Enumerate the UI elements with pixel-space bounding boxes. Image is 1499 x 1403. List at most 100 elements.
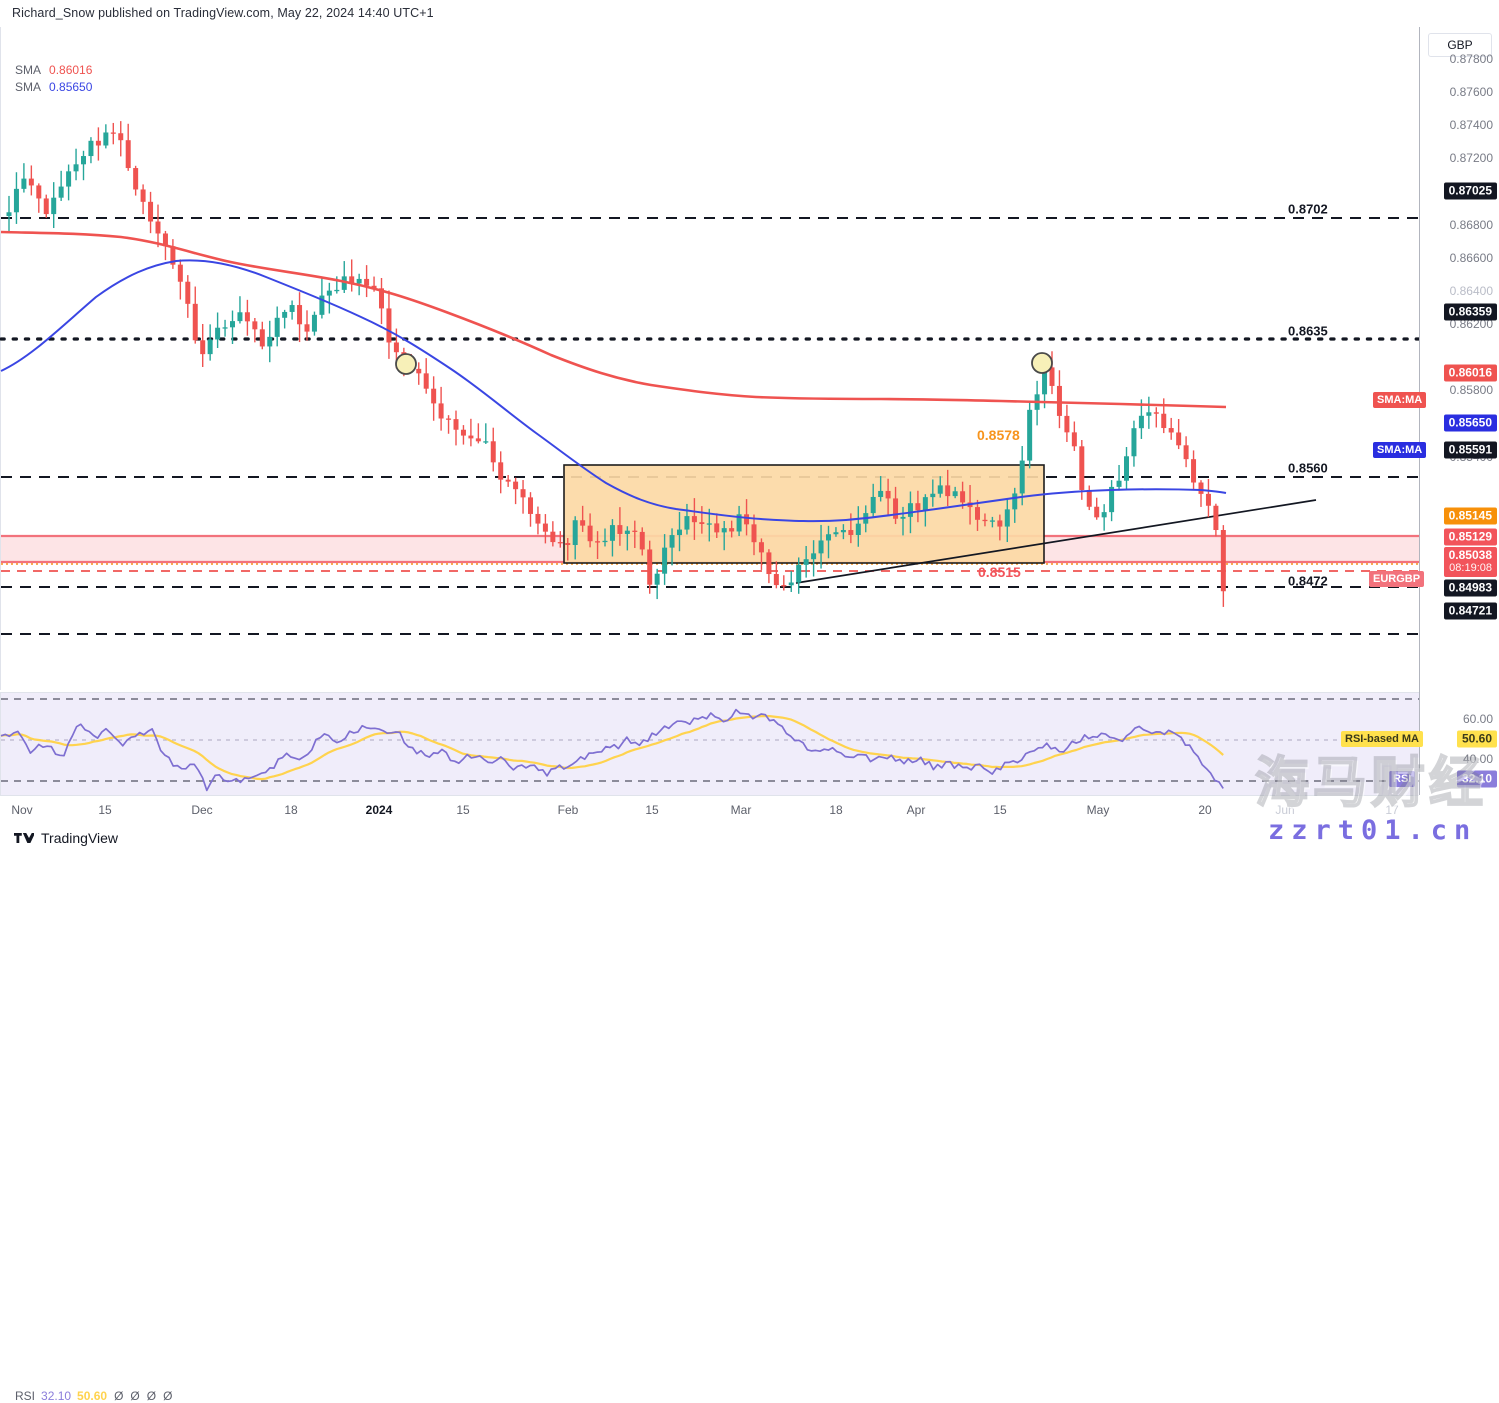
candle-body [870,496,876,514]
rsi-ma-line [0,714,1224,781]
candle-body [110,132,116,134]
candle-body [289,305,295,312]
candle-body [1131,428,1137,457]
candle-body [542,523,548,532]
candle-body [311,314,317,332]
candle-body [1183,445,1189,460]
candle-body [617,525,623,534]
candle-body [215,327,221,340]
candle-body [937,485,943,494]
candle-body [691,516,697,523]
candle-body [1079,446,1085,490]
price-level-label: 0.8635 [1288,323,1328,339]
price-level-badge[interactable]: 0.87025 [1443,182,1497,200]
candle-body [446,418,452,420]
candle-body [826,534,831,541]
price-tick: 0.87200 [1449,151,1493,165]
price-tick: 0.86800 [1449,218,1493,232]
price-tick: 0.86200 [1449,317,1493,331]
candle-body [1049,367,1055,386]
candle-body [557,542,563,544]
series-tag[interactable]: SMA:MA [1373,442,1427,458]
price-level-badge[interactable]: 0.84983 [1443,579,1497,597]
price-pane[interactable]: SMA 0.86016 SMA 0.85650 [0,27,1422,690]
candle-body [669,535,675,548]
legend-value-sma-1: 0.86016 [49,63,93,77]
series-tag[interactable]: RSI [1389,771,1416,787]
series-tag[interactable]: RSI-based MA [1341,731,1423,747]
current-price-badge[interactable]: 0.85038 08:19:08 [1443,547,1497,577]
candle-body [766,552,772,575]
price-tick: 0.85800 [1449,383,1493,397]
time-tick: 20 [1198,803,1212,817]
candle-body [1205,493,1211,506]
candle-body [714,523,720,533]
candle-body [386,308,392,343]
price-level-badge[interactable]: 0.84721 [1443,602,1497,620]
price-tick: 0.86600 [1449,251,1493,265]
price-axis[interactable]: GBP 0.87800 0.87600 0.87400 0.87200 0.86800 0… [1419,27,1499,795]
time-tick: 17 [1385,803,1399,817]
candle-body [438,403,444,419]
series-tag[interactable]: EURGBP [1369,571,1425,587]
time-tick: Mar [730,803,752,817]
chart-annotation: 0.8578 [977,427,1020,443]
rsi-plot-svg [0,698,1420,792]
time-axis[interactable]: Nov 15 Dec 18 2024 15 Feb 15 Mar 18 Apr 15 May 20 Jun 1… [0,795,1419,822]
rsi-legend-null-4: Ø [163,1389,173,1403]
candle-body [1101,512,1107,518]
currency-chip[interactable]: GBP [1428,33,1492,57]
candle-body [252,321,258,330]
candle-body [1086,489,1092,507]
chart-annotation: 0.8515 [978,564,1021,580]
candle-body [550,531,556,543]
candle-body [1064,415,1070,433]
price-level-label: 0.8560 [1288,460,1328,476]
chart-screenshot: Richard_Snow published on TradingView.co… [0,6,1499,1403]
time-tick: 15 [993,803,1007,817]
candle-body [803,559,809,565]
candle-body [1019,460,1025,494]
candle-body [513,481,519,490]
time-tick: 18 [829,803,843,817]
time-tick: Feb [557,803,579,817]
candle-body [1012,493,1018,510]
rsi-value-badge[interactable]: 50.60 [1456,730,1497,748]
candle-body [677,529,682,536]
price-level-label: 0.8702 [1288,201,1328,217]
candle-body [565,543,571,546]
candle-body [1109,486,1115,513]
price-level-badge[interactable]: 0.86016 [1443,364,1497,382]
rsi-legend-value: 32.10 [41,1389,72,1403]
candle-body [88,140,94,157]
series-tag[interactable]: SMA:MA [1373,392,1427,408]
candle-body [900,516,906,519]
candle-body [483,441,489,443]
candle-body [43,198,49,215]
candle-body [334,289,340,292]
price-level-badge[interactable]: 0.85650 [1443,414,1497,432]
price-level-badge[interactable]: 0.85129 [1443,528,1497,546]
candle-body [66,171,72,187]
tradingview-logo[interactable]: TradingView [14,830,118,846]
candle-body [364,278,370,286]
rsi-line [0,708,1224,792]
legend-row-sma-fast: SMA 0.86016 [15,62,92,79]
marker-circle-left [395,353,417,375]
price-level-badge[interactable]: 0.86359 [1443,303,1497,321]
rsi-value-badge[interactable]: 32.10 [1456,770,1497,788]
candle-body [51,197,57,215]
candle-body [326,290,332,296]
price-level-badge[interactable]: 0.85145 [1443,507,1497,525]
candle-body [609,525,615,541]
candle-body [148,201,154,222]
price-tick: 0.87600 [1449,85,1493,99]
price-level-badge[interactable]: 0.85591 [1443,441,1497,459]
time-tick: May [1086,803,1110,817]
candle-body [997,520,1003,527]
candle-body [744,514,750,525]
candle-body [468,435,474,439]
rsi-pane[interactable]: RSI 32.10 50.60 Ø Ø Ø Ø [0,692,1420,1403]
time-tick: 15 [98,803,112,817]
candle-body [162,233,168,247]
